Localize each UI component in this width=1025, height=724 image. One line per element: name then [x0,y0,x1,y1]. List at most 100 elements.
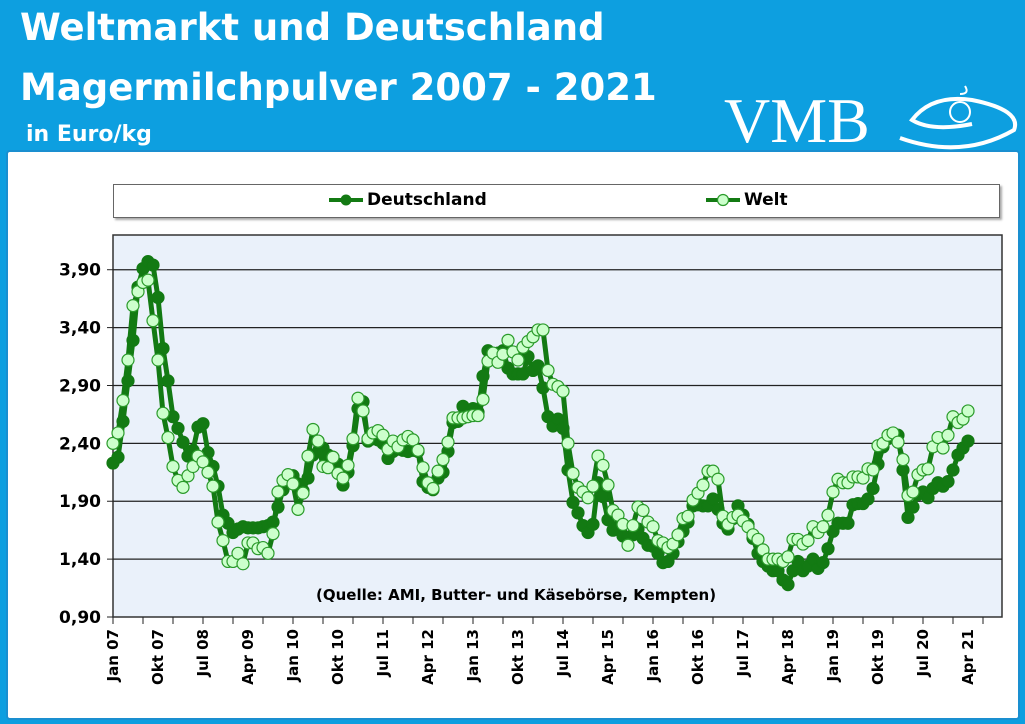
gridlines [113,269,1002,560]
series-group [106,255,975,592]
data-point-welt [291,502,305,516]
data-point-welt [336,471,350,485]
data-point-welt [541,363,555,378]
x-tick-label: Jul 14 [554,629,572,678]
x-tick-label: Jul 20 [914,629,932,678]
y-tick-label: 2,90 [59,376,101,396]
x-tick-label: Jul 17 [734,629,752,678]
data-point-welt [176,480,190,494]
data-point-welt [201,465,215,479]
data-point-deutschland [176,435,190,449]
data-point-welt [781,550,795,564]
data-point-welt [936,441,950,455]
data-point-welt [826,485,840,499]
data-point-welt [106,436,120,450]
series-welt [106,273,975,571]
data-point-deutschland [781,577,795,592]
x-tick-label: Jan 07 [104,629,122,682]
data-point-welt [111,426,125,440]
data-point-welt [816,520,830,534]
x-tick-label: Okt 13 [509,629,527,685]
x-tick-label: Apr 15 [599,629,617,685]
data-point-welt [561,436,575,450]
data-point-welt [536,323,550,337]
data-point-welt [621,538,635,552]
data-point-welt [196,455,210,469]
data-point-deutschland [161,374,175,388]
data-point-deutschland [946,463,960,477]
x-tick-label: Okt 07 [149,629,167,685]
data-point-welt [301,449,315,463]
data-point-welt [151,353,165,367]
data-point-deutschland [566,495,580,509]
legend-item-deutschland: Deutschland [329,190,487,210]
chart-title-line-2: Magermilchpulver 2007 - 2021 [20,66,657,109]
x-tick-label: Jan 16 [644,629,662,682]
data-point-deutschland [901,510,915,525]
data-point-welt [121,353,135,367]
y-tick-label: 1,40 [59,550,101,570]
data-point-welt [866,463,880,477]
data-point-welt [596,458,610,472]
x-tick-label: Jan 19 [824,629,842,682]
data-point-welt [341,458,355,472]
data-point-welt [126,299,140,313]
data-point-welt [626,518,640,533]
legend-label-deutschland: Deutschland [367,190,487,210]
data-point-welt [206,479,220,493]
data-point-welt [156,406,170,420]
legend-marker-welt-icon [706,193,740,207]
x-tick-label: Apr 21 [959,629,977,685]
data-point-welt [471,408,485,423]
x-tick-label: Apr 09 [239,629,257,685]
data-point-welt [306,422,320,437]
data-point-welt [431,464,445,478]
legend: Deutschland Welt [113,184,1000,218]
data-point-deutschland [586,517,600,531]
x-tick-label: Apr 18 [779,629,797,685]
y-axis: 0,90 1,40 1,90 2,40 2,90 3,40 3,90 [59,261,113,628]
data-point-welt [681,509,695,523]
data-point-welt [141,273,155,287]
data-point-deutschland [171,421,185,435]
data-point-welt [941,428,955,442]
data-point-welt [906,485,920,499]
data-point-welt [406,433,420,447]
data-point-welt [646,520,660,534]
y-tick-label: 3,90 [59,261,101,281]
data-point-welt [426,481,440,496]
data-point-deutschland [821,542,835,556]
data-point-deutschland [861,492,875,506]
data-point-welt [356,404,370,418]
data-point-welt [271,485,285,499]
y-tick-label: 3,40 [59,319,101,339]
data-point-welt [236,557,250,571]
data-point-welt [146,314,160,328]
x-tick-label: Jul 11 [374,629,392,678]
data-point-welt [231,546,245,560]
data-point-deutschland [941,474,955,489]
data-point-welt [711,472,725,486]
data-point-welt [636,503,650,518]
source-annotation: (Quelle: AMI, Butter- und Käsebörse, Kem… [316,586,716,604]
data-point-welt [411,443,425,457]
x-axis: Jan 07 Okt 07 Jul 08 Apr 09 Jan 10 Okt 10 Jul … [104,617,984,685]
data-point-welt [586,479,600,493]
data-point-welt [751,532,765,547]
data-point-welt [266,527,280,541]
data-point-welt [801,533,815,548]
data-point-welt [311,434,325,448]
x-tick-label: Okt 10 [329,629,347,685]
y-tick-label: 1,90 [59,492,101,512]
data-point-welt [326,450,340,464]
y-tick-label: 0,90 [59,608,101,628]
data-point-welt [296,486,310,500]
data-point-welt [216,533,230,548]
x-tick-label: Jul 08 [194,629,212,678]
data-point-welt [821,508,835,522]
x-tick-label: Jan 10 [284,629,302,682]
data-point-welt [566,466,580,481]
data-point-welt [601,478,615,492]
data-point-welt [511,353,525,367]
